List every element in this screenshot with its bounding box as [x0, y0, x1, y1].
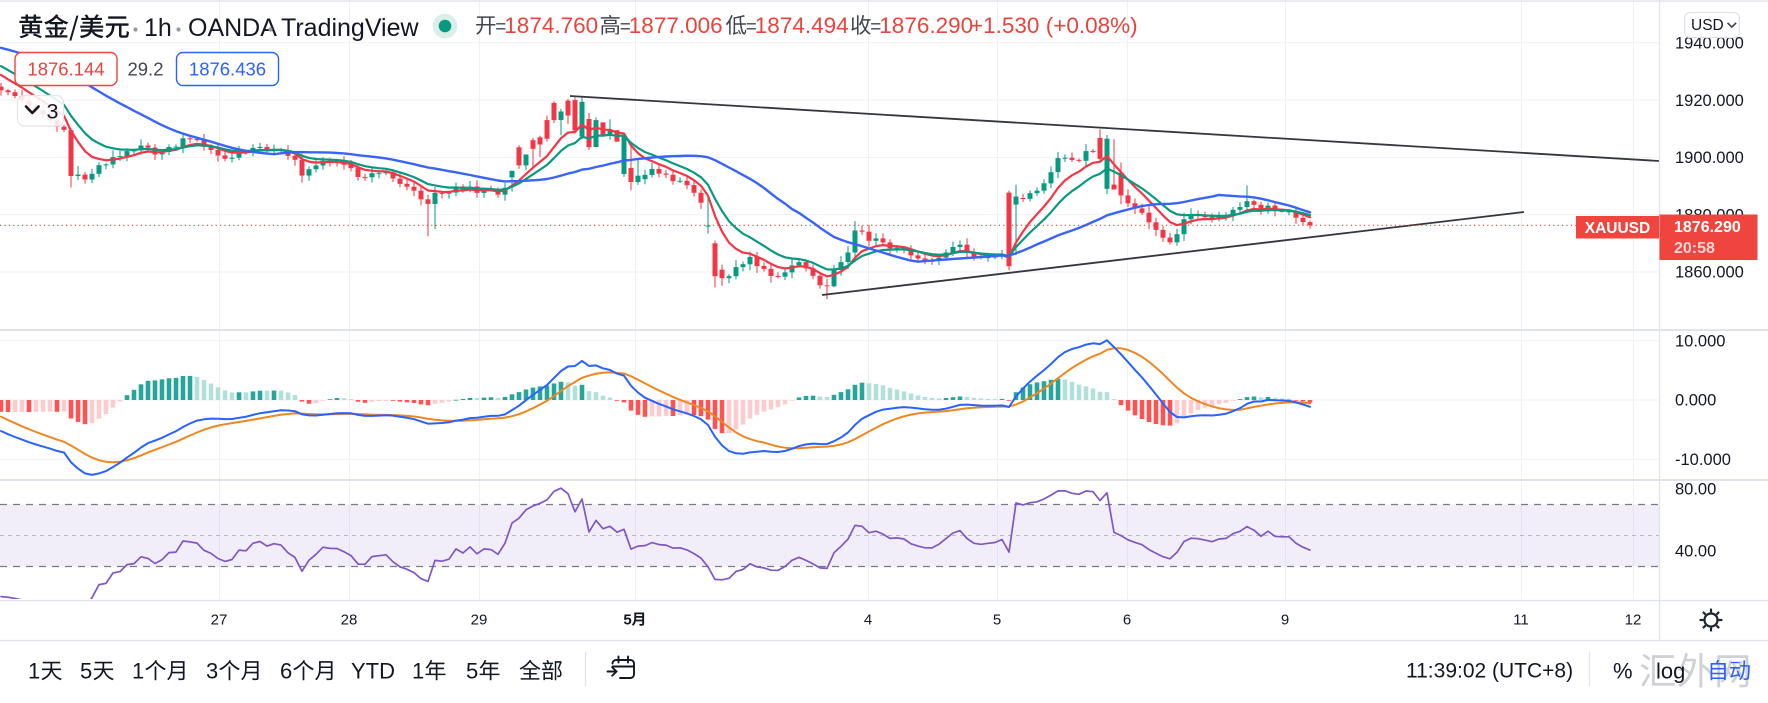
- svg-text:6: 6: [280, 659, 292, 684]
- svg-text:OANDA: OANDA: [188, 14, 277, 42]
- svg-text:11: 11: [1513, 612, 1529, 629]
- svg-text:1: 1: [132, 659, 144, 684]
- svg-text:1876.436: 1876.436: [189, 59, 266, 80]
- svg-text:10.000: 10.000: [1675, 332, 1725, 350]
- svg-text:=: =: [870, 17, 881, 38]
- svg-text:1: 1: [28, 659, 40, 684]
- svg-text:3: 3: [47, 100, 59, 124]
- svg-text:80.00: 80.00: [1675, 481, 1716, 499]
- svg-text:40.00: 40.00: [1675, 543, 1716, 561]
- svg-text:5: 5: [993, 612, 1001, 629]
- svg-text:4: 4: [864, 612, 872, 629]
- svg-text:+1.530 (+0.08%): +1.530 (+0.08%): [970, 13, 1138, 38]
- svg-text:1877.006: 1877.006: [629, 13, 723, 38]
- svg-text:27: 27: [211, 612, 228, 629]
- svg-text:12: 12: [1625, 612, 1642, 629]
- svg-text:1: 1: [412, 659, 424, 684]
- svg-text:=: =: [746, 17, 757, 38]
- svg-text:=: =: [620, 17, 631, 38]
- svg-text:5: 5: [466, 659, 478, 684]
- svg-text:USD: USD: [1691, 17, 1724, 34]
- svg-text:1940.000: 1940.000: [1675, 34, 1744, 52]
- svg-text:0.000: 0.000: [1675, 392, 1716, 410]
- svg-text:%: %: [1613, 659, 1633, 684]
- svg-text:5: 5: [80, 659, 92, 684]
- svg-text:29: 29: [471, 612, 488, 629]
- svg-text:=: =: [495, 17, 506, 38]
- svg-text:28: 28: [341, 612, 358, 629]
- svg-text:5: 5: [623, 612, 631, 629]
- svg-text:log: log: [1656, 659, 1685, 684]
- svg-text:3: 3: [206, 659, 218, 684]
- svg-text:6: 6: [1123, 612, 1131, 629]
- svg-text:1h: 1h: [144, 14, 172, 42]
- svg-text:1920.000: 1920.000: [1675, 92, 1744, 110]
- svg-text:YTD: YTD: [351, 659, 395, 684]
- svg-text:29.2: 29.2: [127, 59, 163, 80]
- svg-text:1876.144: 1876.144: [27, 59, 104, 80]
- svg-text:XAUUSD: XAUUSD: [1585, 220, 1650, 237]
- svg-text:-10.000: -10.000: [1675, 451, 1731, 469]
- svg-text:1876.290: 1876.290: [879, 13, 973, 38]
- svg-text:1876.290: 1876.290: [1674, 219, 1741, 236]
- svg-text:1874.760: 1874.760: [504, 13, 598, 38]
- svg-text:TradingView: TradingView: [281, 14, 420, 42]
- svg-text:20:58: 20:58: [1674, 240, 1715, 257]
- svg-text:1874.494: 1874.494: [755, 13, 849, 38]
- svg-text:1900.000: 1900.000: [1675, 149, 1744, 167]
- svg-text:11:39:02 (UTC+8): 11:39:02 (UTC+8): [1406, 660, 1573, 683]
- svg-text:1860.000: 1860.000: [1675, 264, 1744, 282]
- svg-text:9: 9: [1281, 612, 1289, 629]
